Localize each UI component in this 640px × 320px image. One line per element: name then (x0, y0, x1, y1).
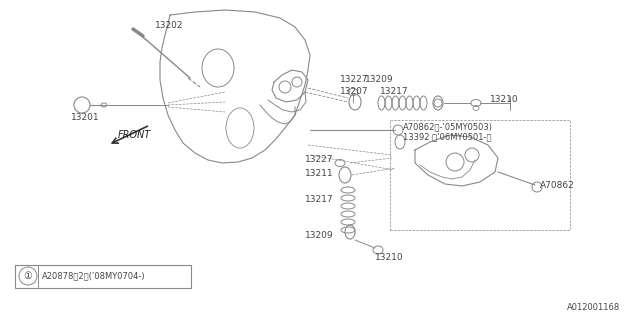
Text: A20878（2）(’08MY0704-): A20878（2）(’08MY0704-) (42, 271, 146, 281)
Text: 13210: 13210 (375, 253, 404, 262)
Text: 13211: 13211 (305, 169, 333, 178)
Text: FRONT: FRONT (118, 130, 151, 140)
Text: ①: ① (24, 271, 33, 281)
Text: A012001168: A012001168 (567, 303, 620, 313)
Text: 13209: 13209 (365, 76, 394, 84)
Text: A70862（-’05MY0503): A70862（-’05MY0503) (403, 123, 493, 132)
Text: 13210: 13210 (490, 95, 518, 105)
Text: 13209: 13209 (305, 230, 333, 239)
Text: 13217: 13217 (305, 196, 333, 204)
Text: 13227: 13227 (305, 156, 333, 164)
Text: 13392 （’06MY0501-）: 13392 （’06MY0501-） (403, 132, 492, 141)
Text: 13217: 13217 (380, 87, 408, 97)
Text: 13207: 13207 (340, 87, 369, 97)
Text: 13227: 13227 (340, 76, 369, 84)
Text: 13201: 13201 (71, 114, 100, 123)
FancyBboxPatch shape (15, 265, 191, 287)
Text: A70862: A70862 (540, 180, 575, 189)
Text: 13202: 13202 (155, 21, 184, 30)
